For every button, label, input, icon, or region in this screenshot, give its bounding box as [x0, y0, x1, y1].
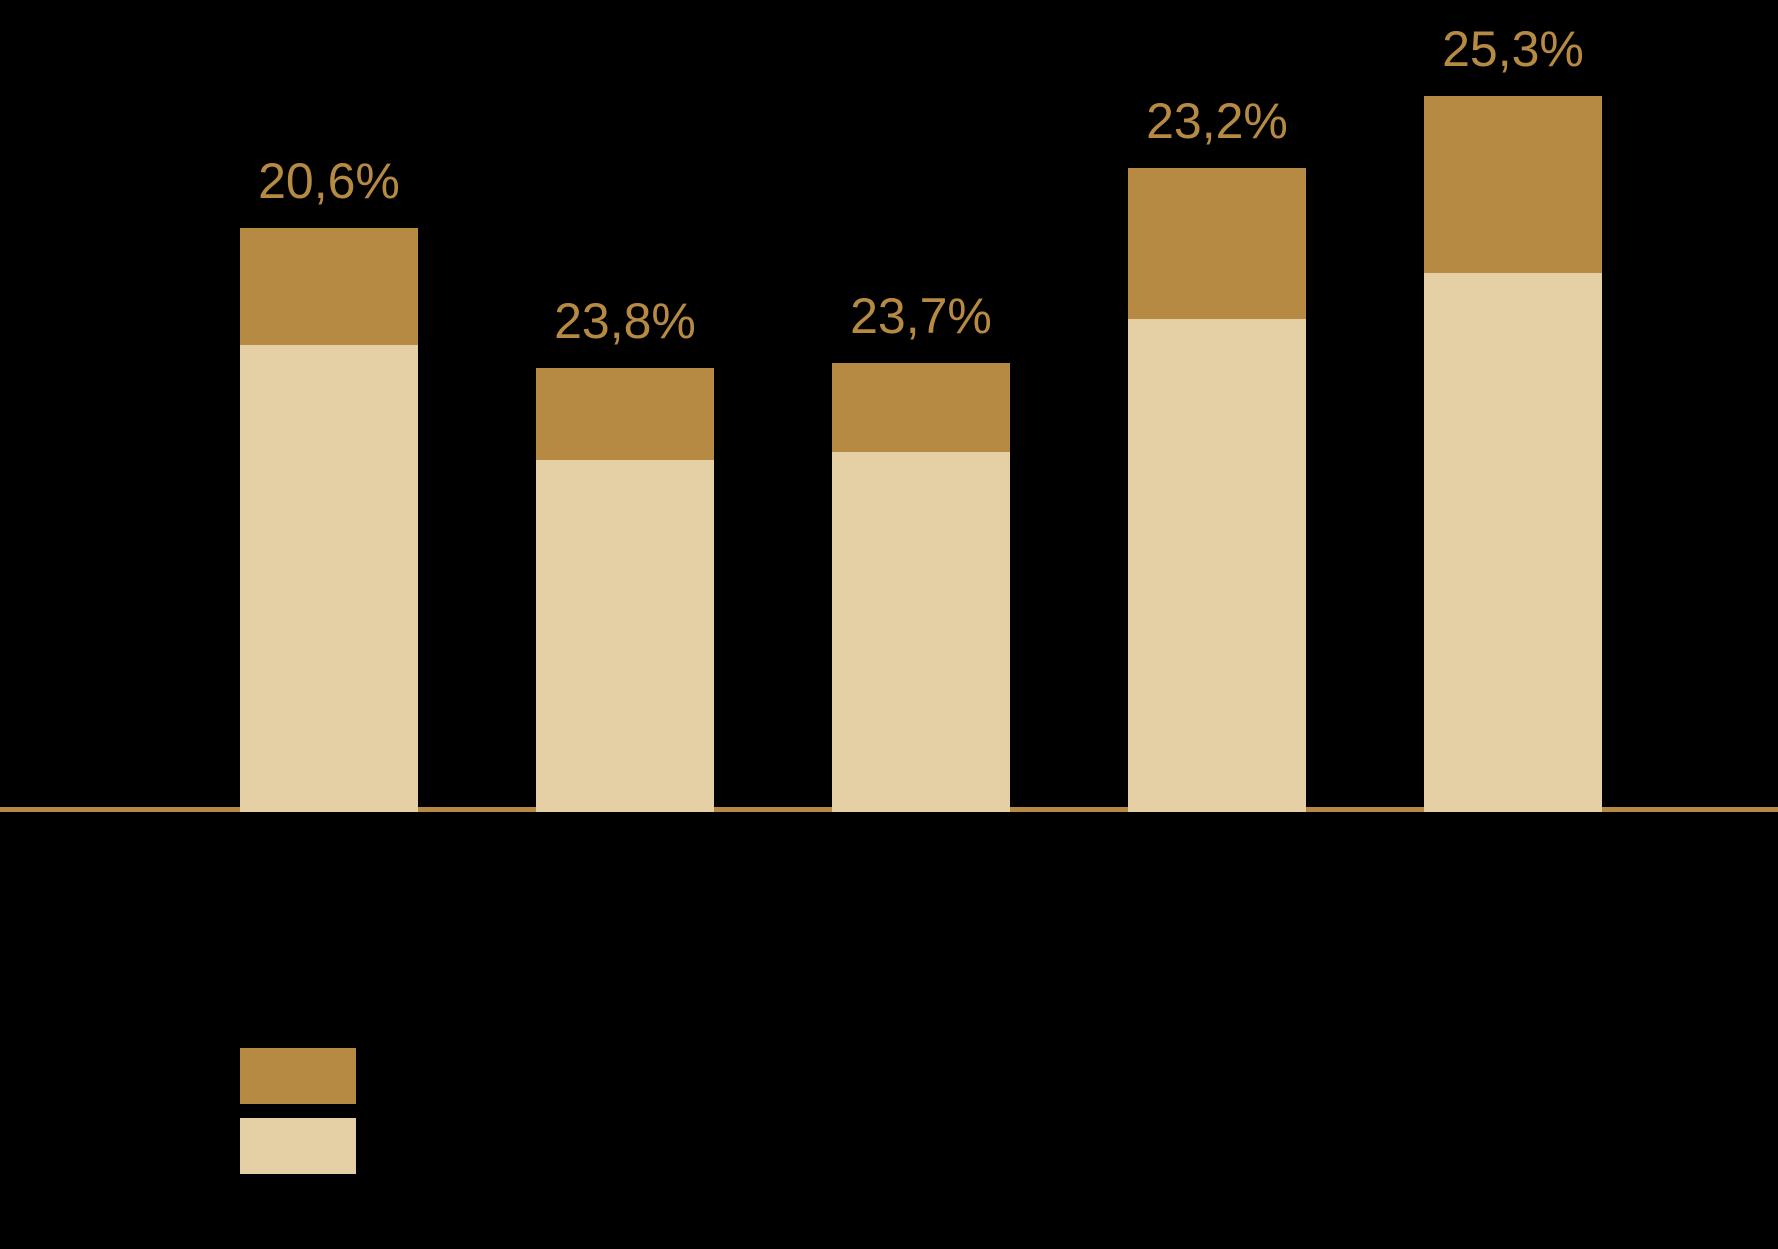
legend: [240, 1048, 384, 1188]
bar-value-label: 23,2%: [1067, 92, 1367, 150]
bar-segment-top: [1424, 96, 1602, 273]
bar-stack: [1424, 96, 1602, 812]
stacked-bar-chart: 20,6% 23,8%23,7% 23,2% 25,3%: [0, 0, 1778, 1249]
bar-segment-bottom: [240, 345, 418, 812]
legend-item-0: [240, 1048, 384, 1104]
legend-item-1: [240, 1118, 384, 1174]
bar-value-label: 23,8%: [475, 292, 775, 350]
legend-swatch: [240, 1118, 356, 1174]
bar-value-label: 25,3%: [1363, 20, 1663, 78]
bar-value-label: 23,7%: [771, 287, 1071, 345]
bar-value-label: 20,6%: [179, 152, 479, 210]
bar-segment-bottom: [1424, 273, 1602, 812]
bar-segment-top: [240, 228, 418, 345]
legend-swatch: [240, 1048, 356, 1104]
bar-stack: [1128, 168, 1306, 812]
plot-area: 20,6% 23,8%23,7% 23,2% 25,3%: [0, 0, 1778, 812]
bar-stack: [240, 228, 418, 812]
bar-segment-top: [832, 363, 1010, 453]
bar-segment-top: [1128, 168, 1306, 319]
bar-segment-top: [536, 368, 714, 459]
bar-stack: [536, 368, 714, 812]
bar-stack: [832, 363, 1010, 812]
bar-segment-bottom: [536, 460, 714, 812]
bar-segment-bottom: [1128, 319, 1306, 812]
bar-segment-bottom: [832, 452, 1010, 812]
